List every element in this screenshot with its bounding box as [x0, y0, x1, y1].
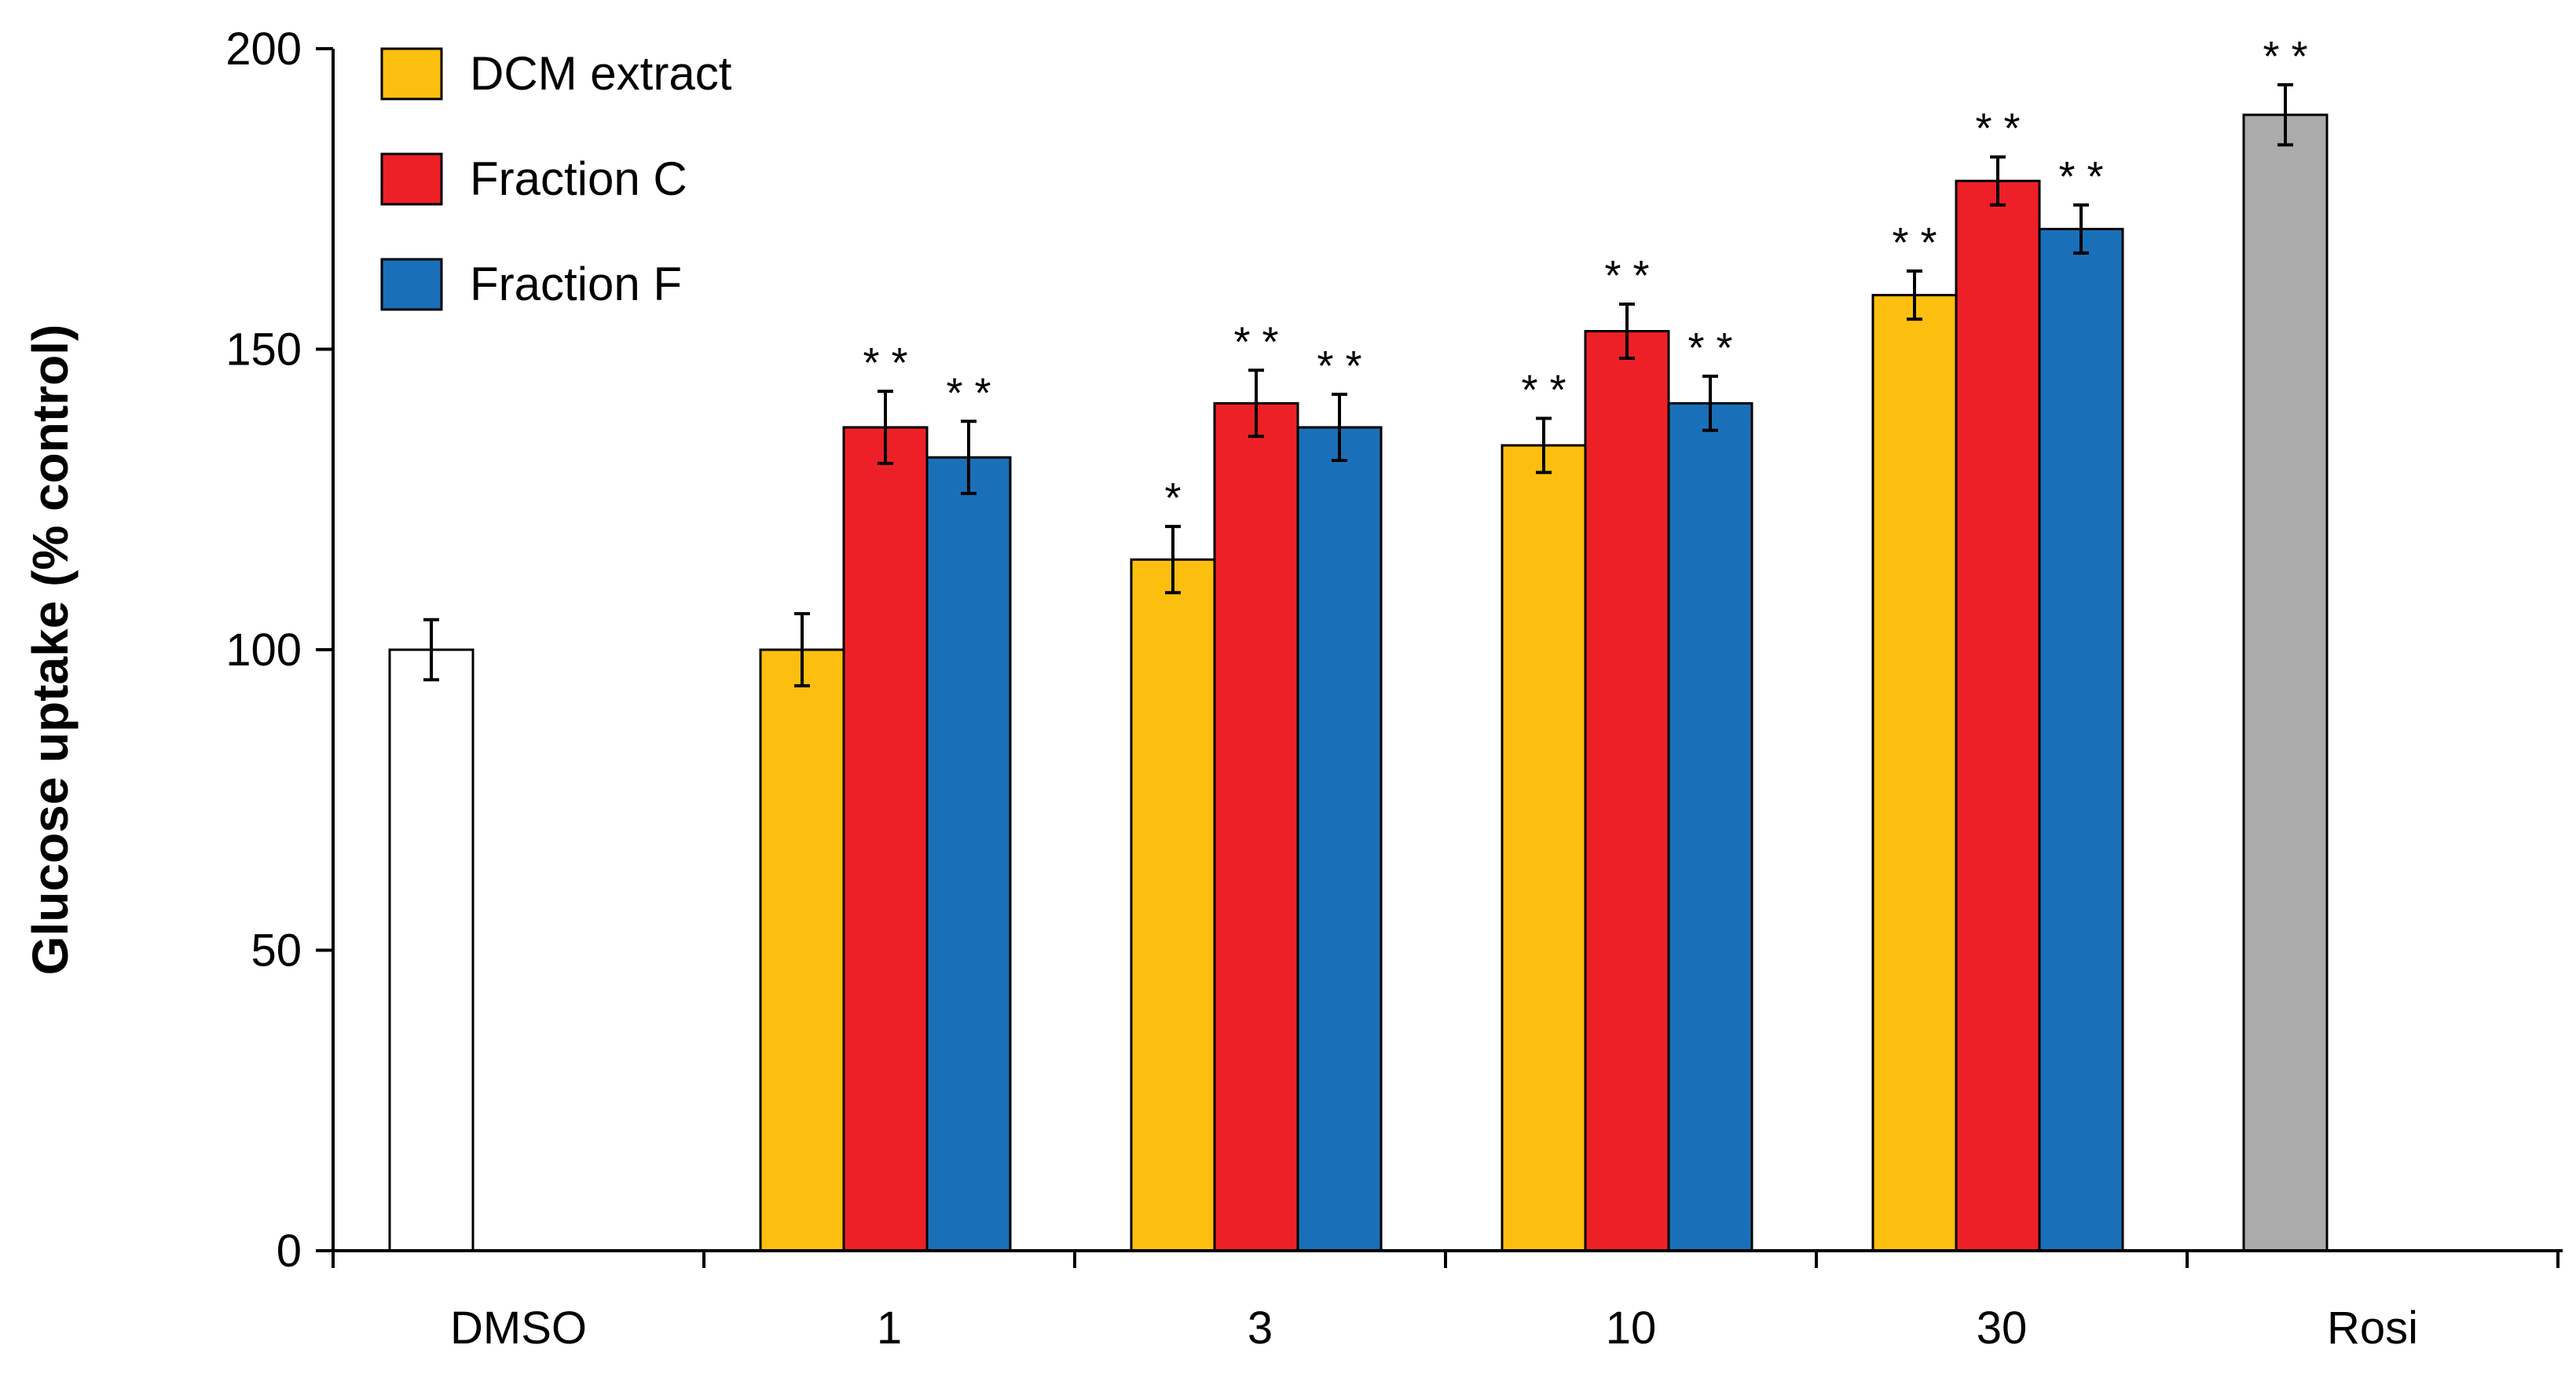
y-tick-label-50: 50 [251, 925, 302, 977]
error-bar-dcm-extract-30 [1907, 269, 1922, 321]
legend-swatch-fraction-c [380, 152, 443, 206]
significance-fraction-f-30: * * [2058, 153, 2103, 200]
bar-dcm-extract-1 [759, 648, 845, 1252]
x-tick-label-30: 30 [1977, 1303, 2028, 1354]
x-tick-label-10: 10 [1606, 1303, 1657, 1354]
x-tick-label-rosi: Rosi [2327, 1303, 2418, 1354]
legend-swatch-dcm-extract [380, 47, 443, 101]
significance-fraction-c-1: * * [863, 339, 907, 387]
error-bar-fraction-c-30 [1990, 155, 2006, 207]
y-tick-label-0: 0 [277, 1226, 302, 1277]
error-bar-dcm-extract-1 [794, 612, 810, 687]
bar-fraction-f-10 [1667, 401, 1753, 1252]
bar-fraction-f-3 [1296, 426, 1383, 1252]
error-bar-fraction-f-10 [1702, 374, 1718, 432]
y-axis-title: Glucose uptake (% control) [22, 324, 79, 976]
bar-dmso [388, 648, 475, 1252]
significance-fraction-f-3: * * [1317, 343, 1361, 390]
bar-fraction-f-1 [925, 456, 1012, 1252]
significance-dcm-extract-3: * [1164, 475, 1181, 522]
error-bar-fraction-c-1 [878, 390, 893, 465]
y-tick-label-100: 100 [225, 625, 302, 676]
error-bar-fraction-f-30 [2073, 203, 2089, 255]
significance-fraction-f-1: * * [946, 369, 991, 416]
error-bar-fraction-f-3 [1332, 392, 1347, 463]
legend-label-fraction-f: Fraction F [470, 258, 682, 310]
error-bar-dcm-extract-10 [1536, 416, 1552, 475]
error-bar-dmso [423, 618, 439, 682]
legend-swatch-fraction-f [380, 258, 443, 311]
y-tick-label-150: 150 [225, 324, 302, 376]
legend-label-fraction-c: Fraction C [470, 152, 687, 205]
bar-fraction-c-10 [1584, 330, 1670, 1252]
x-tick-label-dmso: DMSO [450, 1303, 587, 1354]
significance-dcm-extract-10: * * [1521, 366, 1566, 413]
error-bar-fraction-f-1 [961, 420, 977, 496]
significance-fraction-c-3: * * [1233, 318, 1278, 365]
bar-fraction-c-1 [842, 426, 929, 1252]
x-tick-label-3: 3 [1248, 1303, 1273, 1354]
bar-rosi [2242, 113, 2329, 1252]
bar-fraction-c-30 [1955, 179, 2041, 1252]
bar-dcm-extract-10 [1501, 444, 1587, 1252]
bar-fraction-f-30 [2038, 228, 2124, 1252]
bar-dcm-extract-3 [1130, 558, 1216, 1252]
bar-fraction-c-3 [1213, 401, 1299, 1252]
x-tick-label-1: 1 [877, 1303, 902, 1354]
legend-label-dcm-extract: DCM extract [470, 47, 732, 100]
significance-fraction-c-10: * * [1604, 252, 1649, 299]
bar-dcm-extract-30 [1871, 294, 1958, 1252]
error-bar-fraction-c-3 [1248, 368, 1264, 438]
error-bar-dcm-extract-3 [1165, 525, 1181, 595]
significance-fraction-c-30: * * [1975, 105, 2020, 152]
y-tick-label-200: 200 [225, 24, 302, 75]
significance-fraction-f-10: * * [1687, 324, 1732, 372]
significance-dcm-extract-30: * * [1892, 219, 1937, 266]
error-bar-rosi [2277, 82, 2293, 147]
significance-rosi: * * [2263, 33, 2307, 80]
error-bar-fraction-c-10 [1619, 302, 1635, 360]
